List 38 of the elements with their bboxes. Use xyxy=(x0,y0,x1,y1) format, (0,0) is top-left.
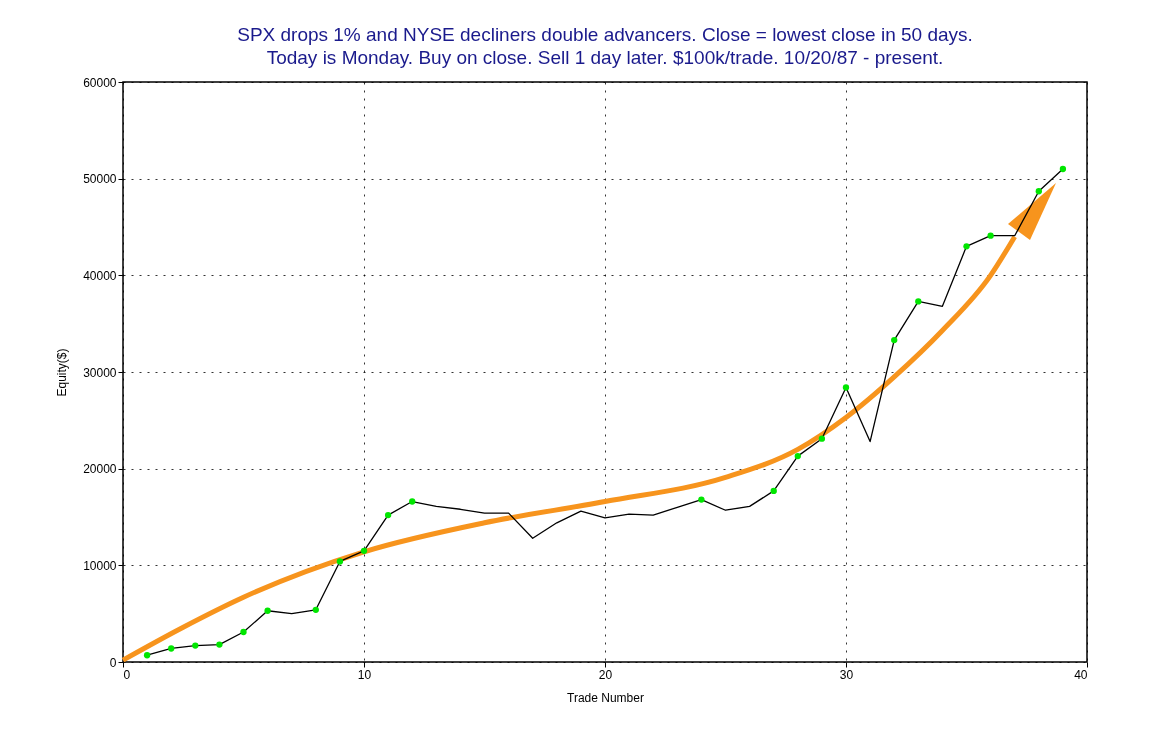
point xyxy=(1059,165,1067,173)
point xyxy=(770,487,777,495)
y-tick-label: 60000 xyxy=(83,75,117,90)
point xyxy=(216,641,223,648)
point xyxy=(336,558,344,565)
point xyxy=(794,452,801,460)
x-axis-title: Trade Number xyxy=(567,690,644,705)
point xyxy=(312,606,319,613)
point xyxy=(842,384,850,391)
y-tick-label: 20000 xyxy=(83,462,117,477)
point xyxy=(360,547,368,554)
x-tick-label: 40 xyxy=(1074,667,1088,682)
point xyxy=(192,642,199,649)
x-tick-label: 0 xyxy=(123,667,131,682)
y-tick-label: 0 xyxy=(109,655,117,670)
y-tick-label: 40000 xyxy=(83,268,117,283)
x-tick-label: 30 xyxy=(839,667,854,682)
y-tick-label: 10000 xyxy=(83,558,117,573)
x-tick-label: 20 xyxy=(598,667,613,682)
point xyxy=(264,607,271,614)
point xyxy=(915,298,922,305)
y-tick-label: 50000 xyxy=(83,172,117,187)
point xyxy=(409,498,416,505)
x-tick-label: 10 xyxy=(357,667,372,682)
point xyxy=(963,243,970,250)
point xyxy=(168,645,175,652)
y-axis-title: Equity($) xyxy=(55,348,70,397)
point xyxy=(1035,188,1042,195)
y-tick-label: 30000 xyxy=(83,365,117,380)
chart-title: SPX drops 1% and NYSE decliners double advancers. Close = lowest close in 50 days. xyxy=(237,24,973,45)
chart-subtitle: Today is Monday. Buy on close. Sell 1 day later. $100k/trade. 10/20/87 - present. xyxy=(266,47,944,68)
point xyxy=(987,232,994,239)
point xyxy=(818,435,826,442)
point xyxy=(891,336,898,344)
point xyxy=(240,628,247,636)
point xyxy=(384,511,392,519)
point xyxy=(698,496,705,503)
point xyxy=(143,652,151,659)
